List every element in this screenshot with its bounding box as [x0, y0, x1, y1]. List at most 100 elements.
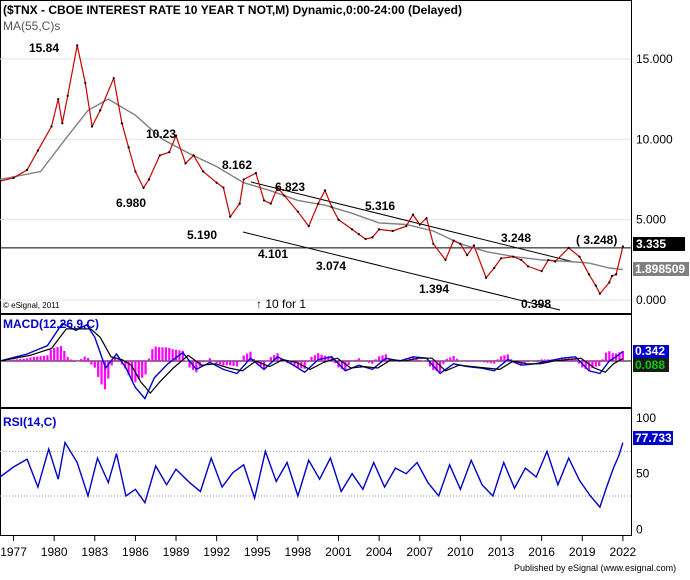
price-series-group [0, 44, 624, 295]
price-point [459, 242, 462, 245]
price-point [547, 258, 550, 262]
annotation-low-2012: 1.394 [419, 282, 449, 296]
annotation-low-1993: 5.190 [187, 228, 217, 242]
price-point [337, 218, 340, 221]
price-point [493, 266, 496, 270]
price-point [283, 194, 286, 197]
price-point [168, 151, 171, 154]
x-tick-label: 1998 [285, 545, 312, 559]
price-point [610, 274, 614, 278]
rsi-title: RSI(14,C) [3, 415, 56, 429]
price-point [432, 242, 435, 245]
price-point [142, 186, 145, 189]
price-point [364, 237, 367, 241]
svg-text:0.088: 0.088 [635, 358, 665, 372]
price-point [90, 125, 94, 128]
price-point [391, 229, 394, 233]
x-tick-label: 1992 [203, 545, 230, 559]
price-y-tick: 5.000 [636, 213, 666, 227]
upper-channel-line [250, 181, 575, 263]
price-point [554, 260, 557, 263]
x-tick-label: 2007 [406, 545, 433, 559]
price-point [317, 202, 320, 205]
price-point [520, 258, 523, 262]
price-point [127, 146, 130, 149]
price-point [76, 44, 79, 47]
chart-title: ($TNX - CBOE INTEREST RATE 10 YEAR T NOT… [3, 3, 462, 17]
rsi-guide-lines [0, 450, 631, 497]
annotation-high-1994: 8.162 [222, 158, 252, 172]
price-point [215, 181, 218, 184]
price-y-axis: 15.000 10.000 5.000 0.000 [636, 52, 673, 307]
price-point [598, 292, 601, 295]
price-point [621, 245, 624, 248]
published-footer: Published by eSignal (www.esignal.com) [514, 563, 676, 573]
price-point [99, 109, 102, 112]
price-point [36, 149, 40, 152]
price-point [323, 189, 327, 192]
annotation-low-2020: 0.398 [521, 297, 551, 311]
price-point [466, 254, 469, 257]
rsi-series-group [0, 440, 624, 509]
annotation-high-2018: 3.248 [501, 231, 531, 245]
price-y-tick: 0.000 [636, 293, 666, 307]
price-panel[interactable] [0, 0, 632, 314]
price-point [452, 239, 455, 242]
price-point [57, 98, 60, 101]
price-point [378, 228, 381, 231]
x-tick-label: 2010 [447, 545, 474, 559]
price-point [485, 276, 488, 279]
macd-title: MACD(12,26,9,C) [3, 317, 99, 331]
ma-label: MA(55,C)s [3, 19, 60, 33]
lower-channel-line [242, 231, 561, 311]
price-point [158, 154, 161, 157]
price-point [112, 77, 115, 80]
price-y-tick: 10.000 [636, 132, 673, 146]
price-point [526, 265, 530, 268]
x-tick-label: 1977 [0, 545, 27, 559]
price-point [61, 122, 64, 125]
price-y-tick: 15.000 [636, 52, 673, 66]
split-note: ↑ 10 for 1 [256, 297, 306, 311]
price-point [499, 257, 503, 260]
price-point [254, 171, 258, 175]
annotation-low-1998: 4.101 [258, 247, 288, 261]
svg-text:1.898509: 1.898509 [635, 262, 685, 276]
time-x-axis: 1977 1980 1983 1986 1989 1992 1995 1998 2001 2004… [0, 536, 637, 559]
price-point [371, 236, 374, 239]
price-point [608, 281, 611, 284]
price-annotations: 15.84 10.23 8.162 6.823 5.316 3.248 6.98… [29, 41, 617, 311]
price-point [50, 125, 53, 128]
annotation-low-1986: 6.980 [116, 196, 146, 210]
price-point [540, 270, 543, 273]
svg-text:0.342: 0.342 [635, 344, 665, 358]
price-point [330, 205, 333, 208]
ma-line [0, 98, 623, 271]
price-point [147, 178, 151, 181]
price-gridlines [0, 58, 631, 301]
x-tick-label: 1983 [81, 545, 108, 559]
price-point [444, 258, 447, 262]
price-point [357, 233, 360, 236]
rsi-y-axis: 100 50 0 [636, 411, 656, 537]
x-tick-label: 2022 [610, 545, 637, 559]
x-tick-label: 1980 [41, 545, 68, 559]
annotation-low-2003: 3.074 [316, 259, 346, 273]
annotation-high-2007: 5.316 [365, 199, 395, 213]
price-line [0, 45, 624, 295]
price-point [587, 273, 591, 276]
price-point [222, 186, 225, 189]
annotation-high-2000: 6.823 [275, 180, 305, 194]
x-tick-label: 1986 [122, 545, 149, 559]
price-point [307, 225, 310, 228]
price-point [276, 186, 279, 189]
copyright-text: © eSignal, 2011 [3, 301, 60, 310]
rsi-y-tick: 0 [636, 522, 643, 536]
annotation-high-1981: 15.84 [29, 41, 59, 55]
price-point [174, 134, 178, 137]
price-point [25, 168, 29, 171]
price-point [350, 228, 354, 231]
rsi-y-tick: 100 [636, 411, 656, 425]
